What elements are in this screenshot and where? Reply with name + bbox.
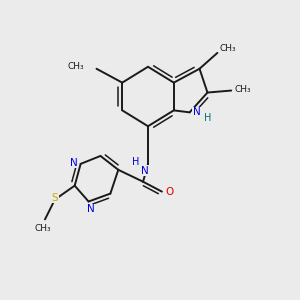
Text: O: O bbox=[166, 187, 174, 196]
Text: H: H bbox=[204, 113, 211, 123]
Text: S: S bbox=[52, 193, 58, 202]
Text: CH₃: CH₃ bbox=[220, 44, 237, 53]
Text: CH₃: CH₃ bbox=[35, 224, 51, 233]
Text: N: N bbox=[193, 107, 200, 117]
Text: CH₃: CH₃ bbox=[235, 85, 251, 94]
Text: CH₃: CH₃ bbox=[68, 62, 85, 71]
Text: N: N bbox=[87, 204, 94, 214]
Text: N: N bbox=[141, 166, 149, 176]
Text: H: H bbox=[132, 157, 140, 167]
Text: N: N bbox=[70, 158, 78, 168]
